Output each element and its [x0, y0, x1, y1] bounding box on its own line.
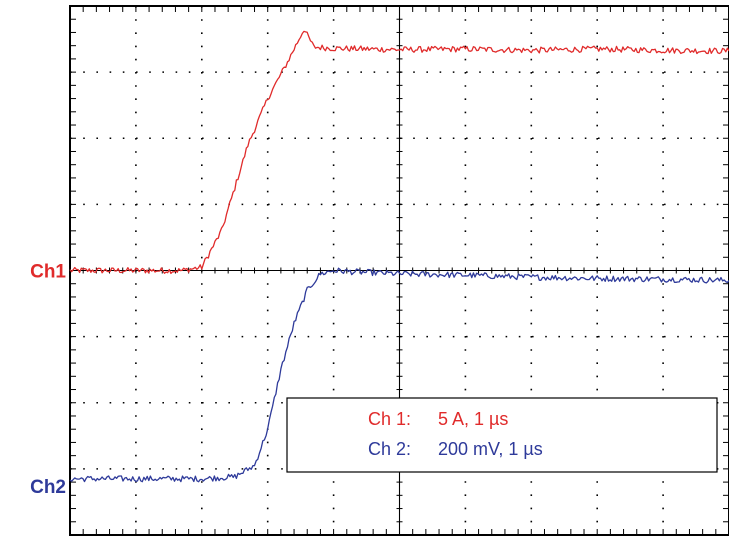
ch2-trace	[69, 267, 729, 483]
legend-ch2-setting: 200 mV, 1 µs	[438, 439, 543, 459]
channel-markers: Ch1 Ch2	[30, 262, 66, 498]
legend-ch1-channel: Ch 1:	[368, 409, 411, 429]
traces	[69, 30, 729, 483]
ch1-trace	[69, 30, 729, 275]
legend-ch2-channel: Ch 2:	[368, 439, 411, 459]
ch1-marker-label: Ch1	[30, 262, 66, 283]
ch2-marker-label: Ch2	[30, 477, 66, 498]
legend-box	[286, 397, 718, 473]
legend: Ch 1: 5 A, 1 µs Ch 2: 200 mV, 1 µs	[286, 397, 718, 473]
legend-ch1-setting: 5 A, 1 µs	[438, 409, 508, 429]
